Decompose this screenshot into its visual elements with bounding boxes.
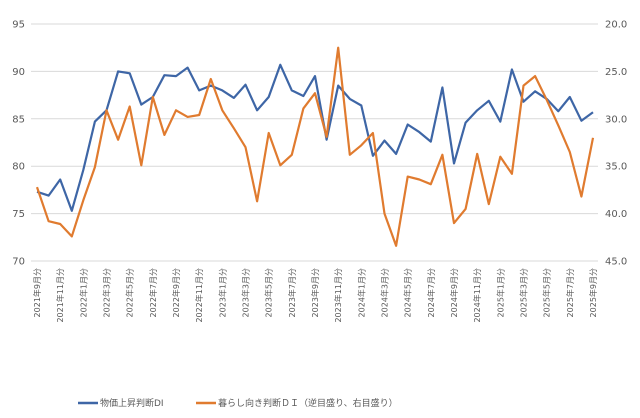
right-tick-label: 25.0: [605, 67, 627, 78]
x-tick-label: 2021年9月分: [32, 268, 42, 317]
left-tick-label: 85: [12, 114, 25, 125]
x-tick-label: 2024年1月分: [356, 268, 366, 317]
x-tick-label: 2022年7月分: [148, 268, 158, 317]
x-tick-label: 2025年9月分: [588, 268, 598, 317]
left-tick-label: 90: [12, 67, 25, 78]
legend-label-living: 暮らし向き判断ＤＩ（逆目盛り、右目盛り）: [218, 397, 398, 409]
right-tick-label: 40.0: [605, 209, 627, 220]
x-tick-label: 2023年5月分: [264, 268, 274, 317]
x-tick-label: 2022年1月分: [78, 268, 88, 317]
right-tick-label: 35.0: [605, 162, 627, 173]
x-tick-label: 2023年7月分: [287, 268, 297, 317]
x-tick-label: 2023年11月分: [333, 268, 343, 323]
right-tick-label: 30.0: [605, 114, 627, 125]
legend: 物価上昇判断DI 暮らし向き判断ＤＩ（逆目盛り、右目盛り）: [78, 397, 398, 409]
x-tick-label: 2024年9月分: [449, 268, 459, 317]
x-tick-label: 2022年3月分: [102, 268, 112, 317]
x-tick-label: 2023年3月分: [241, 268, 251, 317]
left-tick-label: 95: [12, 20, 25, 31]
x-tick-label: 2021年11月分: [55, 268, 65, 323]
gridlines: [31, 23, 598, 262]
legend-label-price: 物価上昇判断DI: [100, 397, 164, 409]
x-tick-label: 2022年9月分: [171, 268, 181, 317]
right-tick-label: 45.0: [605, 257, 627, 268]
x-tick-label: 2023年9月分: [310, 268, 320, 317]
right-axis-ticks: 20.0 25.0 30.0 35.0 40.0 45.0: [605, 20, 627, 268]
x-tick-label: 2025年3月分: [519, 268, 529, 317]
x-tick-label: 2023年1月分: [217, 268, 227, 317]
series-line-living: [35, 46, 595, 247]
x-tick-label: 2024年7月分: [426, 268, 436, 317]
x-tick-label: 2025年7月分: [565, 268, 575, 317]
series-lines: [35, 46, 595, 247]
left-tick-label: 75: [12, 209, 25, 220]
x-tick-label: 2022年5月分: [125, 268, 135, 317]
series-line-price: [36, 63, 594, 212]
x-axis-ticks: 2021年9月分 2021年11月分 2022年1月分 2022年3月分 2022年5月…: [32, 268, 598, 323]
x-tick-label: 2024年11月分: [472, 268, 482, 323]
x-tick-label: 2024年5月分: [403, 268, 413, 317]
x-tick-label: 2025年5月分: [542, 268, 552, 317]
x-tick-label: 2024年3月分: [380, 268, 390, 317]
left-axis-ticks: 70 75 80 85 90 95: [12, 20, 25, 268]
x-tick-label: 2022年11月分: [194, 268, 204, 323]
left-tick-label: 80: [12, 162, 25, 173]
left-tick-label: 70: [12, 257, 25, 268]
right-tick-label: 20.0: [605, 20, 627, 31]
x-tick-label: 2025年1月分: [495, 268, 505, 317]
